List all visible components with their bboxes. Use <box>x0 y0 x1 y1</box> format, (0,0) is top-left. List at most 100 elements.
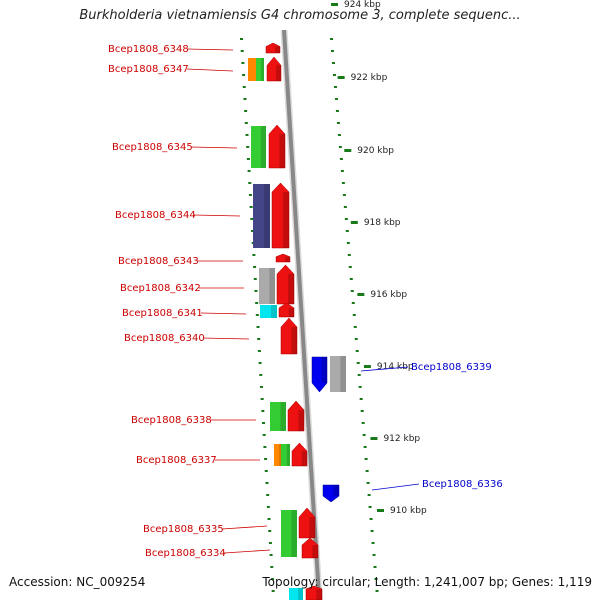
cog-block-shade <box>261 58 264 81</box>
track-dot <box>353 326 357 328</box>
track-dot <box>254 290 258 292</box>
track-dot <box>266 494 270 496</box>
gene-label: Bcep1808_6336 <box>422 479 503 490</box>
forward-gene-arrow-shade <box>279 134 285 168</box>
map-title: Burkholderia vietnamiensis G4 chromosome… <box>79 8 521 23</box>
cog-block <box>253 184 270 248</box>
track-dot <box>330 38 333 40</box>
track-dot <box>251 230 255 232</box>
gene-label-leader <box>221 525 268 530</box>
track-dot <box>259 374 263 376</box>
track-dot <box>333 86 337 88</box>
track-dot <box>253 278 257 280</box>
track-dot <box>246 158 250 160</box>
forward-gene-arrow <box>276 264 295 305</box>
track-dot <box>348 266 352 268</box>
track-dot <box>243 98 247 100</box>
track-dot <box>336 122 340 124</box>
forward-gene-arrow-shade <box>275 46 280 53</box>
track-dot <box>337 134 341 136</box>
track-dot <box>367 494 371 496</box>
track-dot <box>268 542 272 544</box>
scale-tick-label: 912 kbp <box>383 434 420 444</box>
scale-tick-mark <box>370 437 378 440</box>
track-dot <box>267 518 271 520</box>
track-dot <box>242 86 246 88</box>
track-dot <box>265 482 269 484</box>
forward-gene-arrow <box>266 56 282 82</box>
track-dot <box>371 542 375 544</box>
cog-block-shade <box>340 356 346 392</box>
track-dot <box>264 470 268 472</box>
track-dot <box>335 110 339 112</box>
forward-gene-arrow-shade <box>291 327 297 354</box>
scale-tick-mark <box>376 509 384 512</box>
track-dot <box>242 74 246 76</box>
track-dot <box>241 62 245 64</box>
track-dot <box>246 146 250 148</box>
gene-label: Bcep1808_6348 <box>108 44 189 55</box>
forward-gene-arrow-shade <box>285 256 290 262</box>
cog-block-shade <box>260 126 266 168</box>
track-dot <box>261 410 265 412</box>
scale-tick-label: 924 kbp <box>344 0 381 10</box>
track-dot <box>240 50 244 52</box>
cog-block <box>289 588 303 600</box>
gene-label: Bcep1808_6341 <box>122 308 203 319</box>
cog-block-shade <box>280 402 286 431</box>
gene-label-leader <box>190 146 238 149</box>
cog-block-shade <box>298 588 303 600</box>
gene-label-leader <box>223 549 271 554</box>
track-dot <box>354 338 358 340</box>
track-dot <box>366 482 370 484</box>
track-dot <box>365 470 369 472</box>
cog-block <box>259 268 275 304</box>
track-dot <box>360 410 364 412</box>
track-dot <box>244 122 248 124</box>
track-dot <box>334 98 338 100</box>
cog-block <box>281 444 290 466</box>
track-dot <box>346 242 350 244</box>
track-dot <box>263 446 267 448</box>
forward-gene-arrow <box>265 42 281 54</box>
gene-label-leader <box>371 483 420 491</box>
track-dot <box>351 302 355 304</box>
forward-gene-arrow-shade <box>276 65 281 81</box>
track-dot <box>258 362 262 364</box>
track-dot <box>370 530 374 532</box>
scale-tick-label: 914 kbp <box>377 362 414 372</box>
cog-block <box>256 58 264 81</box>
scale-tick-mark <box>344 149 352 152</box>
forward-gene-arrow <box>291 442 308 467</box>
track-dot <box>355 350 359 352</box>
track-dot <box>349 278 353 280</box>
forward-gene-arrow-shade <box>316 589 322 600</box>
track-dot <box>271 590 275 592</box>
accession-label: Accession: NC_009254 <box>9 575 146 589</box>
track-dot <box>255 302 259 304</box>
gene-label: Bcep1808_6334 <box>145 548 226 559</box>
scale-tick-mark <box>357 293 365 296</box>
forward-gene-arrow <box>275 253 291 263</box>
track-dot <box>342 194 346 196</box>
track-dot <box>248 182 252 184</box>
track-dot <box>363 446 367 448</box>
track-dot <box>362 434 366 436</box>
forward-gene-arrow <box>278 302 295 318</box>
track-dot <box>252 254 256 256</box>
backbone-line <box>282 29 322 601</box>
gene-label-leader <box>360 366 409 372</box>
cog-block-shade <box>264 184 270 248</box>
scale-tick-mark <box>337 76 345 79</box>
track-dot <box>369 518 373 520</box>
gene-label-leader <box>186 68 234 72</box>
track-dot <box>244 110 248 112</box>
track-dot <box>331 62 335 64</box>
forward-gene-arrow-shade <box>301 451 307 466</box>
track-dot <box>250 218 254 220</box>
reverse-gene-arrow-shade <box>321 357 327 383</box>
track-dot <box>248 194 252 196</box>
reverse-gene-arrow-shade <box>333 485 339 497</box>
cog-block-shade <box>279 444 282 466</box>
